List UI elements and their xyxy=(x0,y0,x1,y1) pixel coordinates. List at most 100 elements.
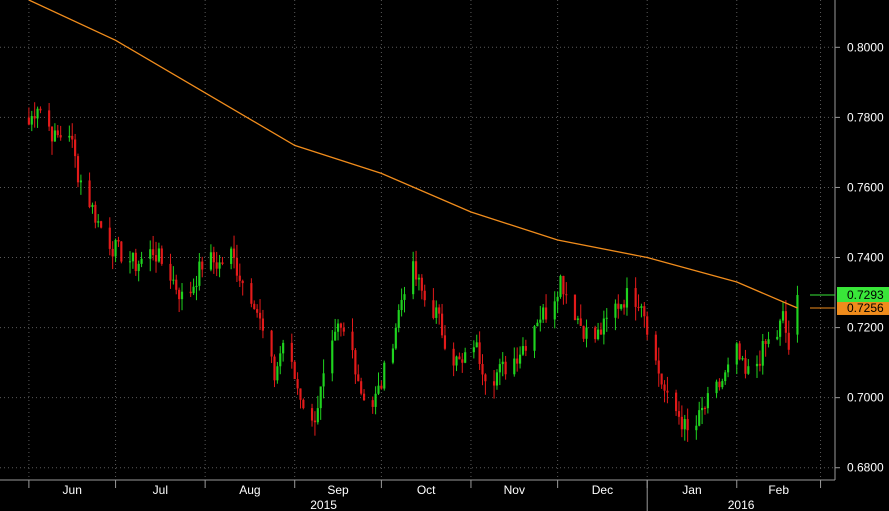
candle-body xyxy=(784,311,787,333)
candle-body xyxy=(761,341,764,366)
candle-body xyxy=(354,350,357,375)
candle-body xyxy=(362,393,366,401)
candle-body xyxy=(484,374,487,382)
candle-body xyxy=(781,311,785,321)
candle-body xyxy=(322,373,325,387)
candle-body xyxy=(464,352,467,363)
y-tick-label: 0.7600 xyxy=(847,180,884,194)
candle-body xyxy=(556,296,559,302)
candle-body xyxy=(605,317,608,319)
x-tick-label: Aug xyxy=(239,483,260,497)
last-price-badge-text: 0.7293 xyxy=(847,288,884,302)
candle-body xyxy=(518,354,522,364)
candle-body xyxy=(154,255,158,262)
candle-body xyxy=(282,342,285,354)
candle-body xyxy=(715,381,718,394)
candle-body xyxy=(215,262,218,269)
candle-body xyxy=(342,327,345,332)
candle-body xyxy=(680,416,683,430)
candle-body xyxy=(495,372,499,386)
candle-body xyxy=(559,275,562,297)
candle-body xyxy=(88,180,91,208)
candle-body xyxy=(192,286,195,294)
candle-body xyxy=(270,330,273,357)
candle-body xyxy=(97,221,100,223)
candle-body xyxy=(553,301,556,320)
candle-body xyxy=(157,248,160,262)
candle-body xyxy=(48,110,51,127)
candle-body xyxy=(71,135,74,140)
candle-body xyxy=(677,411,681,417)
candle-body xyxy=(663,384,666,391)
candle-body xyxy=(218,262,221,269)
candle-body xyxy=(417,277,421,280)
candle-body xyxy=(594,327,597,340)
candle-body xyxy=(562,275,565,295)
candle-body xyxy=(160,248,163,264)
candle-body xyxy=(36,108,39,119)
candle-body xyxy=(478,342,481,364)
candle-body xyxy=(458,356,461,360)
candle-body xyxy=(27,117,30,125)
candle-body xyxy=(481,363,484,375)
candle-body xyxy=(683,419,686,430)
candle-body xyxy=(438,307,441,314)
candle-body xyxy=(313,420,317,423)
candle-body xyxy=(33,116,36,119)
x-tick-label: Jul xyxy=(153,483,168,497)
candle-body xyxy=(414,261,418,280)
candle-body xyxy=(397,310,400,328)
candle-body xyxy=(131,252,134,262)
candle-body xyxy=(403,294,406,300)
candle-body xyxy=(50,126,54,142)
candle-body xyxy=(646,316,649,335)
candle-body xyxy=(53,130,56,142)
candle-body xyxy=(299,388,302,400)
candle-body xyxy=(360,381,363,394)
candle-body xyxy=(290,342,293,362)
candle-body xyxy=(374,393,377,407)
y-tick-label: 0.7800 xyxy=(847,110,884,124)
candle-body xyxy=(435,307,438,318)
candle-body xyxy=(504,361,507,375)
candle-body xyxy=(357,374,360,382)
candle-body xyxy=(400,299,403,311)
candle-body xyxy=(654,334,657,361)
candle-body xyxy=(565,294,568,296)
candle-body xyxy=(686,419,689,431)
candle-body xyxy=(492,381,496,386)
candle-body xyxy=(178,289,181,300)
candle-body xyxy=(579,318,582,326)
candle-body xyxy=(461,359,464,363)
candle-body xyxy=(738,343,741,360)
candle-body xyxy=(351,331,354,351)
candle-body xyxy=(169,263,172,281)
candle-body xyxy=(602,318,605,335)
candle-body xyxy=(296,379,299,389)
candle-body xyxy=(189,291,192,294)
candle-body xyxy=(316,408,319,423)
candle-body xyxy=(513,358,516,375)
candle-body xyxy=(599,329,603,335)
candle-body xyxy=(625,288,629,308)
candle-body xyxy=(39,108,42,111)
candle-body xyxy=(331,340,334,374)
candle-body xyxy=(140,258,143,264)
candle-body xyxy=(718,381,721,388)
candle-body xyxy=(475,342,478,348)
candle-body xyxy=(698,410,701,426)
y-tick-label: 0.6800 xyxy=(847,461,884,475)
candle-body xyxy=(617,303,620,309)
candle-body xyxy=(695,425,698,431)
candle-body xyxy=(596,329,600,340)
candle-body xyxy=(59,135,62,138)
candle-body xyxy=(432,300,435,318)
candle-body xyxy=(744,358,747,374)
candle-body xyxy=(724,372,727,382)
candle-body xyxy=(412,261,415,295)
x-tick-label: Jun xyxy=(63,483,82,497)
candle-body xyxy=(498,364,501,373)
candle-body xyxy=(377,385,380,394)
